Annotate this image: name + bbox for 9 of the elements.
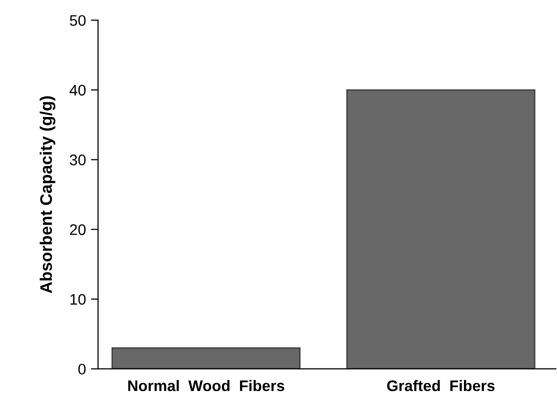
y-tick-label: 40 [70,84,86,96]
y-axis-title: Absorbent Capacity (g/g) [40,96,56,294]
y-tick-label: 50 [70,15,86,26]
y-tick-label: 20 [70,224,86,236]
x-tick-label: Grafted Fibers [387,380,495,392]
y-tick-label: 0 [78,364,86,375]
x-tick-label: Normal Wood Fibers [128,380,284,392]
y-tick-label: 30 [70,154,86,166]
y-tick-label: 10 [70,294,86,305]
